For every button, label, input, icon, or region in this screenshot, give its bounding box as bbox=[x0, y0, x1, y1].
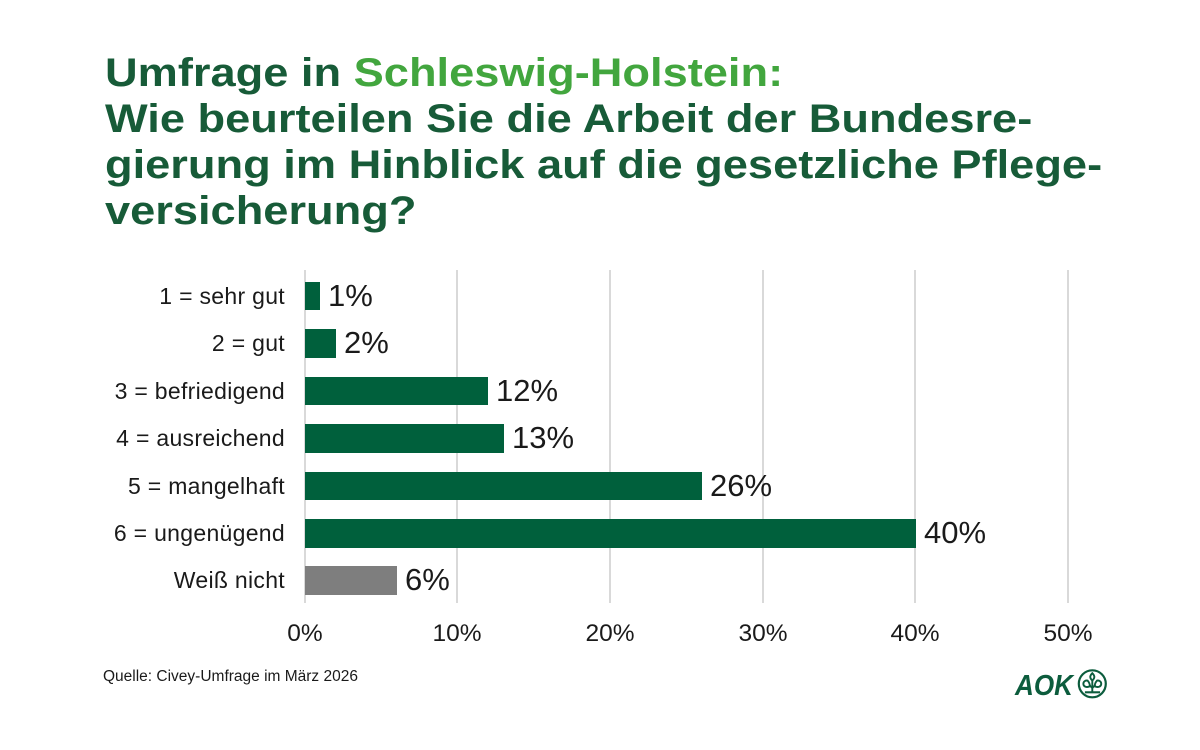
svg-text:AOK: AOK bbox=[1014, 670, 1075, 702]
